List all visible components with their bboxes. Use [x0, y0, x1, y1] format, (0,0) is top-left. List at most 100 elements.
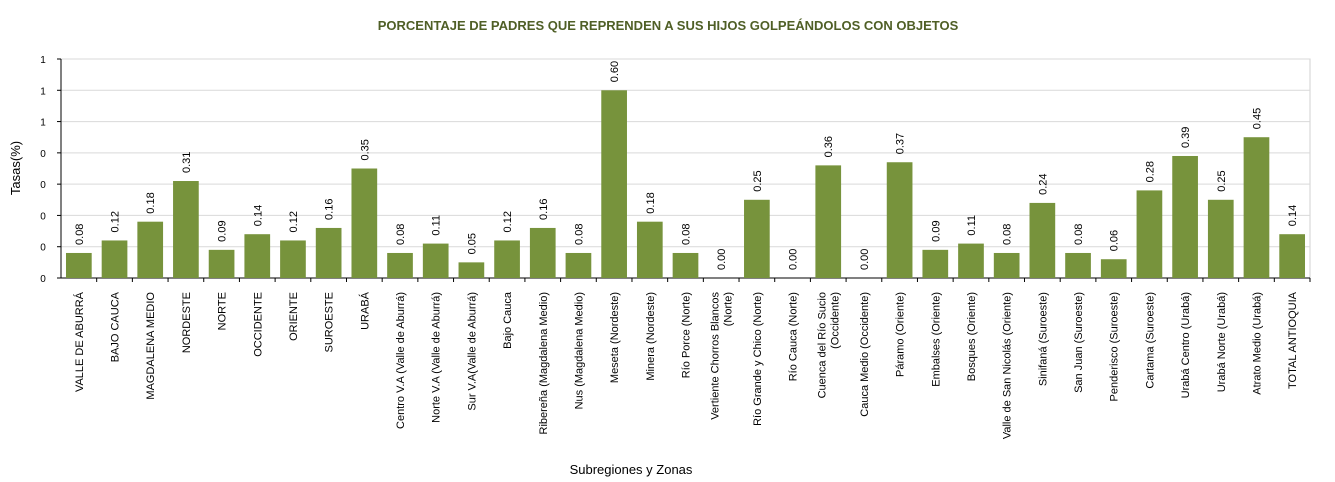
category-label: San Juan (Suroeste)	[1073, 292, 1085, 393]
bar	[65, 252, 92, 278]
bar	[458, 262, 485, 278]
bar	[922, 249, 949, 278]
category-label: Páramo (Oriente)	[895, 292, 907, 377]
category-label: ORIENTE	[288, 292, 300, 341]
category-label: URABÁ	[358, 291, 371, 330]
y-tick-label: 0	[40, 180, 46, 191]
category-label: SUROESTE	[324, 292, 336, 353]
category-label: Cuenca del Río Sucio	[817, 292, 829, 398]
data-label: 0.18	[145, 192, 157, 213]
y-tick-label: 1	[40, 118, 46, 129]
bar	[744, 199, 770, 278]
x-axis-title: Subregiones y Zonas	[570, 462, 693, 477]
category-label: VALLE DE ABURRÁ	[73, 291, 86, 392]
category-label: Bajo Cauca	[502, 291, 514, 349]
data-label: 0.08	[681, 224, 693, 245]
category-label: Valle de San Nicolás (Oriente)	[1002, 292, 1014, 439]
bar	[958, 243, 984, 278]
category-label: Embalses (Oriente)	[930, 292, 942, 387]
data-label: 0.06	[1109, 230, 1121, 251]
category-label: Minera (Nordeste)	[645, 292, 657, 381]
data-label: 0.11	[431, 215, 443, 236]
data-label: 0.00	[859, 249, 871, 270]
y-tick-label: 1	[40, 55, 46, 66]
category-label: Centro V.A (Valle de Aburrá)	[395, 292, 407, 429]
bar	[315, 227, 342, 278]
category-label: Meseta (Nordeste)	[609, 292, 621, 383]
data-label: 0.08	[395, 224, 407, 245]
data-label: 0.16	[538, 199, 550, 220]
category-label: Sinifaná (Suroeste)	[1037, 292, 1049, 386]
chart-title: PORCENTAJE DE PADRES QUE REPRENDEN A SUS…	[378, 18, 959, 33]
bar	[280, 240, 306, 278]
data-label: 0.12	[502, 211, 514, 232]
bar	[1065, 252, 1091, 278]
bar	[529, 227, 556, 278]
category-label: Nus (Magdalena Medio)	[573, 292, 585, 409]
data-label: 0.45	[1251, 108, 1263, 129]
bar	[173, 181, 199, 278]
category-label: NORDESTE	[181, 292, 193, 353]
data-label: 0.36	[823, 136, 835, 157]
bar	[244, 234, 271, 278]
bar	[1243, 137, 1270, 278]
data-label: 0.05	[466, 233, 478, 254]
bar	[636, 221, 663, 278]
category-label: Cartama (Suroeste)	[1144, 292, 1156, 389]
y-tick-label: 1	[40, 86, 46, 97]
bar	[886, 162, 913, 278]
bar	[101, 240, 128, 278]
category-label: BAJO CAUCA	[110, 291, 122, 362]
category-label: Sur V.A(Valle de Aburrá)	[466, 292, 478, 411]
category-label: Río Grande y Chico (Norte)	[752, 292, 764, 426]
bar	[351, 168, 378, 278]
data-label: 0.31	[181, 152, 193, 173]
data-label: 0.14	[1287, 205, 1299, 226]
category-label: (Occidente)	[830, 292, 842, 349]
plot-area: 0 0 0 0 0 1 1 1 0.08 VALLE DE ABURRÁ 0.12 BAJO CAUC…	[40, 55, 1311, 439]
data-label: 0.28	[1144, 161, 1156, 182]
bar	[387, 252, 413, 278]
data-label: 0.12	[110, 211, 122, 232]
bar	[137, 221, 164, 278]
data-label: 0.09	[930, 220, 942, 241]
data-label: 0.25	[1216, 170, 1228, 191]
data-label: 0.16	[324, 199, 336, 220]
data-label: 0.12	[288, 211, 300, 232]
data-label: 0.25	[752, 170, 764, 191]
bar	[1029, 202, 1056, 278]
y-tick-label: 0	[40, 274, 46, 285]
category-label: Urabá Centro (Urabá)	[1180, 292, 1192, 398]
data-label: 0.08	[74, 224, 86, 245]
category-label: Atrato Medio (Urabá)	[1251, 292, 1263, 395]
bar	[672, 252, 699, 278]
y-tick-label: 0	[40, 243, 46, 254]
data-label: 0.11	[966, 215, 978, 236]
y-axis-title: Tasas(%)	[8, 141, 23, 195]
bar	[1172, 155, 1198, 278]
category-label: (Norte)	[723, 292, 735, 326]
bar	[1136, 190, 1163, 278]
category-label: Río Porce (Norte)	[681, 292, 693, 378]
y-tick-label: 0	[40, 149, 46, 160]
category-label: NORTE	[217, 292, 229, 330]
data-label: 0.24	[1037, 173, 1049, 194]
data-label: 0.39	[1180, 127, 1192, 148]
data-label: 0.00	[788, 249, 800, 270]
y-tick-label: 0	[40, 211, 46, 222]
data-label: 0.09	[217, 220, 229, 241]
data-label: 0.00	[716, 249, 728, 270]
data-label: 0.08	[573, 224, 585, 245]
data-label: 0.18	[645, 192, 657, 213]
bar	[1207, 199, 1234, 278]
bar	[1279, 234, 1306, 278]
category-label: Ribereña (Magdalena Medio)	[538, 292, 550, 434]
data-label: 0.35	[359, 139, 371, 160]
data-label: 0.14	[252, 205, 264, 226]
bar	[601, 90, 627, 279]
bar	[208, 249, 235, 278]
bar	[993, 252, 1020, 278]
data-label: 0.37	[895, 133, 907, 154]
data-label: 0.08	[1002, 224, 1014, 245]
